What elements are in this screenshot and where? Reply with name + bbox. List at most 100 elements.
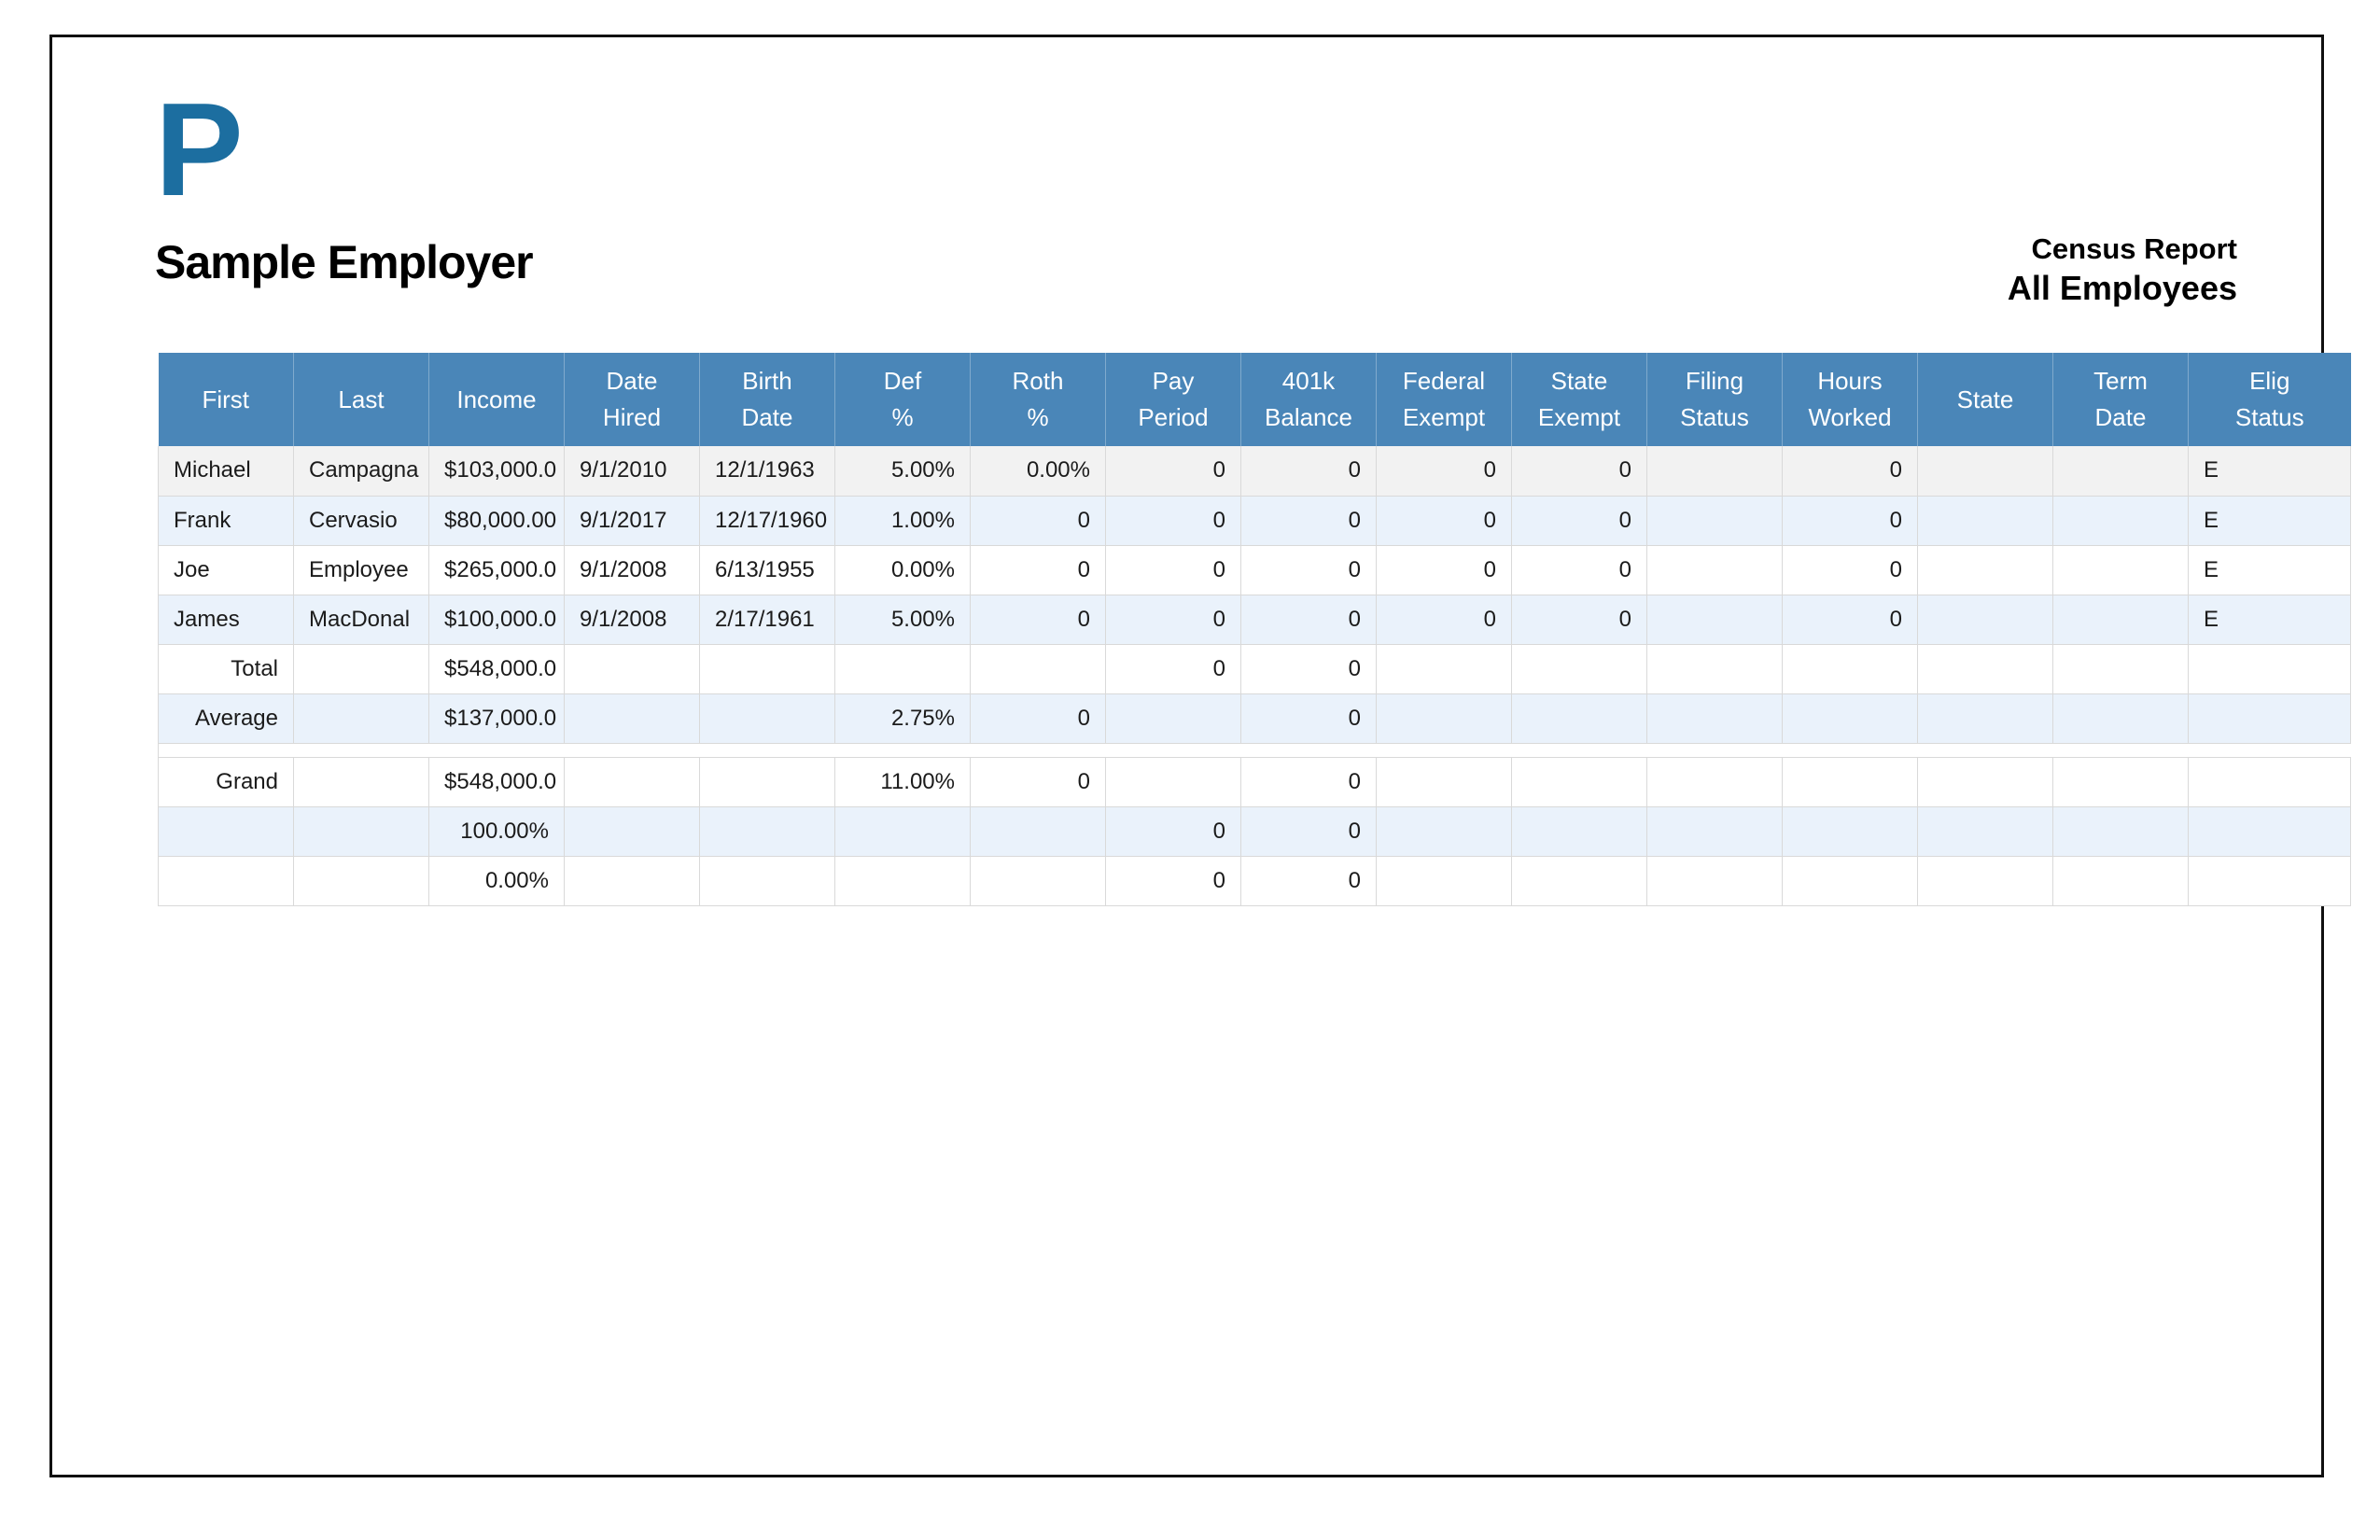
company-name: Sample Employer	[155, 236, 534, 288]
cell: 0	[970, 693, 1106, 744]
cell	[1646, 743, 1783, 758]
cell	[1105, 757, 1241, 807]
cell: 0	[1105, 595, 1241, 645]
cell: Campagna	[293, 446, 429, 497]
cell: 0	[1240, 806, 1377, 857]
cell	[1917, 757, 2053, 807]
cell: 0.00%	[970, 446, 1106, 497]
cell: 0	[1782, 595, 1918, 645]
cell: $265,000.0	[428, 545, 565, 595]
cell	[564, 644, 700, 694]
column-header-elig-status: Elig Status	[2188, 353, 2351, 446]
cell: 12/1/1963	[699, 446, 835, 497]
cell	[428, 743, 565, 758]
cell: 0	[1240, 496, 1377, 546]
cell	[1511, 693, 1647, 744]
cell: E	[2188, 545, 2351, 595]
cell: 0	[1376, 595, 1512, 645]
cell: $137,000.0	[428, 693, 565, 744]
cell: 9/1/2010	[564, 446, 700, 497]
cell: $80,000.00	[428, 496, 565, 546]
cell: E	[2188, 595, 2351, 645]
cell	[564, 757, 700, 807]
cell	[293, 757, 429, 807]
cell: MacDonal	[293, 595, 429, 645]
cell	[1511, 743, 1647, 758]
column-header-roth: Roth %	[970, 353, 1106, 446]
cell: 9/1/2008	[564, 545, 700, 595]
page-border: P Sample Employer Census Report All Empl…	[49, 35, 2351, 1477]
cell: 0	[1240, 446, 1377, 497]
cell	[699, 856, 835, 906]
table-row: 0.00% 0 0	[158, 856, 2351, 906]
cell	[1511, 757, 1647, 807]
cell	[1917, 856, 2053, 906]
cell	[293, 856, 429, 906]
cell	[1782, 856, 1918, 906]
cell	[1376, 806, 1512, 857]
cell	[158, 856, 294, 906]
report-title: Census Report	[2031, 232, 2237, 265]
cell: 11.00%	[834, 757, 971, 807]
cell	[2188, 757, 2351, 807]
cell	[1917, 693, 2053, 744]
cell	[1917, 743, 2053, 758]
cell	[1376, 644, 1512, 694]
cell	[699, 757, 835, 807]
cell	[2052, 644, 2189, 694]
cell: 0	[1105, 545, 1241, 595]
spacer-row	[158, 743, 2351, 758]
cell: 0	[1240, 644, 1377, 694]
cell	[2052, 595, 2189, 645]
column-header-first: First	[158, 353, 294, 446]
cell: 0	[1240, 545, 1377, 595]
cell	[1917, 446, 2053, 497]
table-row: Grand $548,000.0 11.00% 0 0	[158, 757, 2351, 807]
cell	[834, 806, 971, 857]
cell	[970, 806, 1106, 857]
cell: 0	[1105, 496, 1241, 546]
table-row: Joe Employee $265,000.0 9/1/2008 6/13/1955 0.…	[158, 545, 2351, 595]
cell	[2052, 693, 2189, 744]
cell: Average	[158, 693, 294, 744]
cell	[1646, 644, 1783, 694]
cell	[699, 806, 835, 857]
cell: $548,000.0	[428, 644, 565, 694]
cell	[1105, 693, 1241, 744]
cell: 0	[970, 595, 1106, 645]
cell: 0	[1240, 757, 1377, 807]
cell	[1511, 644, 1647, 694]
cell	[1646, 757, 1783, 807]
cell: 0	[1376, 496, 1512, 546]
cell	[1917, 644, 2053, 694]
column-header-state: State	[1917, 353, 2053, 446]
cell	[2188, 806, 2351, 857]
cell	[2052, 806, 2189, 857]
cell: 0	[1105, 856, 1241, 906]
cell: 0	[1240, 856, 1377, 906]
cell	[1376, 856, 1512, 906]
cell	[564, 856, 700, 906]
cell: 0	[1376, 545, 1512, 595]
column-header-date-hired: Date Hired	[564, 353, 700, 446]
cell	[1782, 806, 1918, 857]
table-body: Michael Campagna $103,000.0 9/1/2010 12/1/19…	[158, 446, 2351, 906]
table-row: Frank Cervasio $80,000.00 9/1/2017 12/17/196…	[158, 496, 2351, 546]
table-row: Total $548,000.0 0 0	[158, 644, 2351, 694]
cell	[1105, 743, 1241, 758]
cell	[2188, 644, 2351, 694]
header-row: First Last Income Date Hired Birth Date Def %…	[158, 353, 2351, 446]
report-heading: Census Report All Employees	[2008, 231, 2237, 308]
cell: 0	[1511, 496, 1647, 546]
cell	[1782, 743, 1918, 758]
cell: 0	[1240, 693, 1377, 744]
cell: 0	[1511, 545, 1647, 595]
cell	[293, 693, 429, 744]
table-row: Average $137,000.0 2.75% 0 0	[158, 693, 2351, 744]
column-header-pay-period: Pay Period	[1105, 353, 1241, 446]
cell: 0.00%	[834, 545, 971, 595]
cell: 0	[1511, 446, 1647, 497]
column-header-def: Def %	[834, 353, 971, 446]
cell	[1917, 595, 2053, 645]
column-header-federal-exempt: Federal Exempt	[1376, 353, 1512, 446]
